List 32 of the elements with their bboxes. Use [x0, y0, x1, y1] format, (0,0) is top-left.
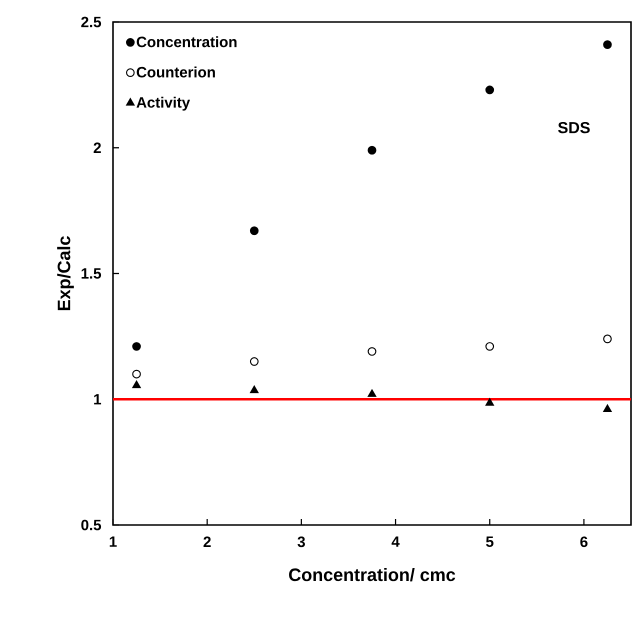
point	[250, 386, 259, 394]
point	[368, 389, 376, 397]
point	[485, 342, 494, 351]
x-tick-label: 1	[110, 536, 117, 547]
legend-label: Concentration	[136, 36, 237, 48]
x-axis-title: Concentration/ cmc	[289, 568, 456, 582]
legend-label: Activity	[136, 96, 190, 111]
point	[603, 404, 612, 412]
y-axis-title: Exp/Calc	[57, 236, 74, 310]
x-tick-label: 6	[580, 536, 588, 548]
point	[603, 334, 612, 344]
point	[132, 342, 141, 351]
point	[250, 226, 259, 236]
y-tick-label: 2.5	[81, 16, 102, 28]
annotation: SDS	[558, 122, 590, 134]
point	[368, 347, 376, 356]
point	[485, 86, 494, 94]
legend-label: Counterion	[136, 66, 215, 78]
x-tick-label: 4	[392, 536, 400, 547]
x-tick-label: 5	[486, 536, 494, 547]
point	[132, 380, 141, 388]
point	[132, 370, 141, 378]
point	[368, 146, 376, 155]
point	[485, 398, 494, 406]
x-tick-label: 3	[298, 536, 305, 548]
y-tick-label: 1.5	[82, 268, 102, 279]
y-tick-label: 0.5	[81, 520, 102, 530]
x-tick-label: 2	[204, 536, 211, 547]
point	[603, 40, 612, 49]
point	[250, 357, 259, 366]
y-tick-label: 2	[94, 142, 101, 153]
y-tick-label: 1	[94, 394, 102, 404]
